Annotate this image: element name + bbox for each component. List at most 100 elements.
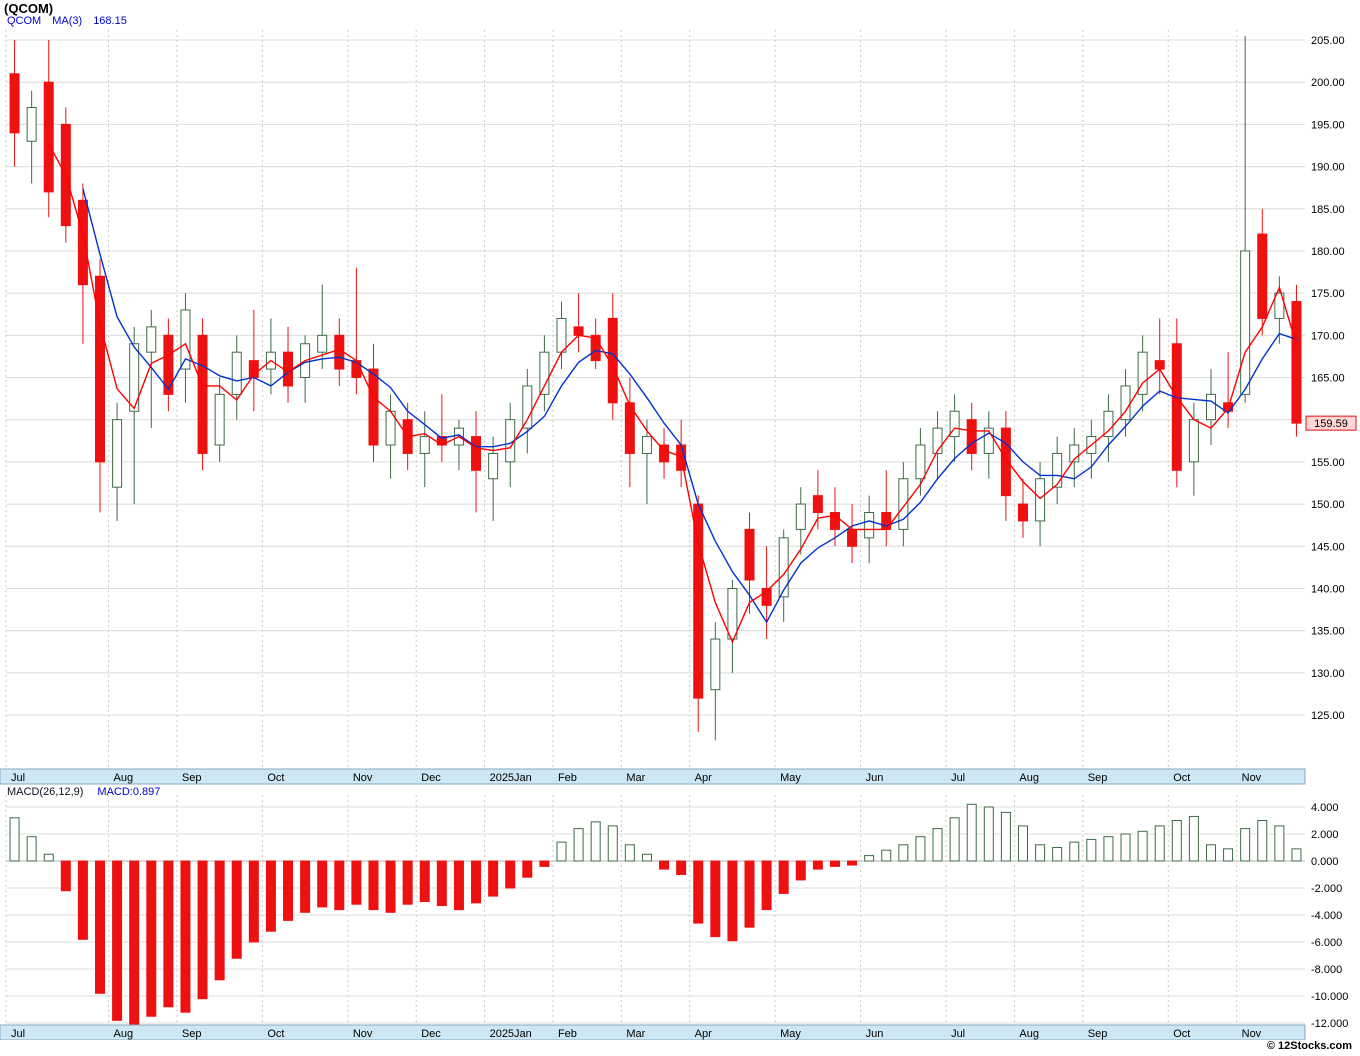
candle-body xyxy=(641,436,652,454)
candle-body xyxy=(795,503,806,530)
candle-body xyxy=(727,587,738,640)
macd-bar xyxy=(1188,815,1199,862)
month-label: Jul xyxy=(11,1028,25,1040)
month-label: May xyxy=(780,1028,801,1040)
chart-legend: QCOM MA(3) 168.15 xyxy=(7,15,127,27)
symbol-label: QCOM xyxy=(7,15,42,27)
price-tick-label: 130.00 xyxy=(1311,668,1345,680)
candle-body xyxy=(1017,503,1028,522)
macd-tick-label: -10.000 xyxy=(1311,991,1348,1003)
macd-bar xyxy=(539,860,550,867)
macd-bar xyxy=(1205,844,1216,862)
candle-body xyxy=(317,334,328,353)
month-label: Sep xyxy=(182,1028,202,1040)
macd-bar xyxy=(829,860,840,867)
candle-body xyxy=(932,427,943,454)
macd-bar xyxy=(624,844,635,862)
macd-bar xyxy=(1103,836,1114,862)
candle-body xyxy=(163,334,174,395)
macd-bar xyxy=(1274,825,1285,862)
candle-body xyxy=(26,107,37,142)
candle-body xyxy=(1274,292,1285,319)
candle-body xyxy=(761,587,772,606)
month-label: Jun xyxy=(866,1028,884,1040)
macd-bar xyxy=(573,828,584,862)
macd-bar xyxy=(77,860,88,940)
macd-bar xyxy=(283,860,294,921)
macd-bar xyxy=(556,841,567,862)
month-label: Mar xyxy=(626,1028,645,1040)
candle-body xyxy=(1291,301,1302,424)
month-label: 2025Jan xyxy=(490,1028,532,1040)
candle-body xyxy=(710,638,721,691)
price-tick-label: 190.00 xyxy=(1311,162,1345,174)
month-label: Feb xyxy=(558,772,577,784)
macd-bar xyxy=(60,860,71,892)
macd-bar xyxy=(847,860,858,866)
site-credit: © 12Stocks.com xyxy=(1266,1040,1352,1052)
candle-body xyxy=(847,528,858,547)
month-label: Apr xyxy=(695,772,712,784)
month-label: Oct xyxy=(1173,772,1190,784)
month-label: Oct xyxy=(267,1028,284,1040)
candle-body xyxy=(881,512,892,530)
candle-body xyxy=(659,444,670,463)
macd-bar xyxy=(676,860,687,875)
price-tick-label: 165.00 xyxy=(1311,373,1345,385)
macd-bar xyxy=(1000,811,1011,862)
macd-bar xyxy=(1154,825,1165,862)
macd-bar xyxy=(300,860,311,913)
price-tick-label: 195.00 xyxy=(1311,119,1345,131)
macd-bar xyxy=(1240,828,1251,862)
macd-bar xyxy=(1069,841,1080,862)
macd-bar xyxy=(932,828,943,862)
candle-body xyxy=(539,351,550,395)
macd-bar xyxy=(95,860,106,994)
price-tick-label: 145.00 xyxy=(1311,541,1345,553)
candle-body xyxy=(1035,478,1046,522)
macd-bar xyxy=(1137,830,1148,862)
macd-tick-label: 2.000 xyxy=(1311,829,1339,841)
macd-tick-label: -8.000 xyxy=(1311,964,1342,976)
candle-body xyxy=(1188,419,1199,463)
macd-bar xyxy=(214,860,225,981)
macd-bar xyxy=(112,860,123,1021)
macd-indicator-label: MACD(26,12,9) xyxy=(7,786,84,798)
ma-line-3 xyxy=(48,143,1298,644)
candle-body xyxy=(1000,427,1011,497)
price-tick-label: 150.00 xyxy=(1311,499,1345,511)
macd-bar xyxy=(197,860,208,1000)
candle-body xyxy=(95,275,106,463)
candle-body xyxy=(1137,351,1148,395)
macd-bar xyxy=(1291,848,1302,862)
month-label: Apr xyxy=(695,1028,712,1040)
candle-body xyxy=(129,343,140,412)
macd-bar xyxy=(436,860,447,907)
candle-body xyxy=(522,385,533,429)
price-tick-label: 125.00 xyxy=(1311,710,1345,722)
candle-body xyxy=(112,419,123,488)
candle-body xyxy=(915,444,926,480)
candle-body xyxy=(1257,233,1268,319)
candle-body xyxy=(1052,452,1063,488)
macd-tick-label: 0.000 xyxy=(1311,856,1339,868)
candle-body xyxy=(693,503,704,699)
macd-bar xyxy=(129,860,140,1028)
macd-bar xyxy=(744,860,755,928)
macd-bar xyxy=(727,860,738,942)
macd-bar xyxy=(1223,848,1234,862)
macd-bar xyxy=(659,860,670,870)
candle-body xyxy=(180,309,191,370)
candle-body xyxy=(966,419,977,454)
ma-indicator-value: 168.15 xyxy=(93,15,127,27)
month-label: Oct xyxy=(267,772,284,784)
candle-body xyxy=(488,452,499,480)
candle-body xyxy=(1240,250,1251,395)
macd-bar xyxy=(248,860,259,943)
candle-body xyxy=(590,334,601,362)
month-label: Jun xyxy=(866,772,884,784)
macd-bar xyxy=(1086,838,1097,862)
month-label: Aug xyxy=(114,772,134,784)
month-label: Aug xyxy=(1019,1028,1039,1040)
candle-body xyxy=(43,81,54,193)
